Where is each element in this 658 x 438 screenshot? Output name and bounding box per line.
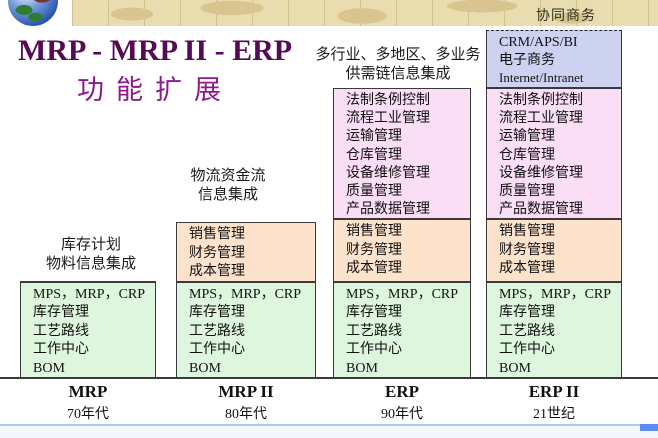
column-name-erp2: ERP II xyxy=(528,382,580,401)
box-line: 库存管理 xyxy=(499,305,555,321)
box-line: 设备维修管理 xyxy=(346,165,430,181)
box-line: 工艺路线 xyxy=(189,323,245,339)
box-line: 设备维修管理 xyxy=(499,165,583,181)
box-line: MPS，MRP，CRP xyxy=(346,287,459,302)
box-line: MPS，MRP，CRP xyxy=(33,287,146,302)
era-label-erp: 90年代 xyxy=(381,407,423,422)
box-green-mrp2: MPS，MRP，CRP 库存管理 工艺路线 工作中心 BOM xyxy=(176,282,316,378)
box-line: 工作中心 xyxy=(189,342,245,358)
box-pink-erp2: 法制条例控制 流程工业管理 运输管理 仓库管理 设备维修管理 质量管理 产品数据… xyxy=(486,88,622,219)
annotation-line: 信息集成 xyxy=(197,187,258,203)
box-line: 销售管理 xyxy=(189,227,245,242)
annotation-mrp: 库存计划 物料信息集成 xyxy=(20,236,162,274)
box-line: 工艺路线 xyxy=(346,323,402,339)
timeline-baseline xyxy=(0,377,658,379)
annotation-erp: 多行业、多地区、多业务 供需链信息集成 xyxy=(303,46,493,84)
box-line: BOM xyxy=(346,360,378,376)
box-line: 成本管理 xyxy=(499,261,555,277)
box-line: 流程工业管理 xyxy=(346,111,430,127)
bottom-bar-accent xyxy=(640,424,658,431)
annotation-mrp2: 物流资金流 信息集成 xyxy=(163,167,293,205)
box-line: 成本管理 xyxy=(346,261,402,277)
box-line: 销售管理 xyxy=(346,224,402,239)
box-line: 销售管理 xyxy=(499,224,555,239)
box-line: BOM xyxy=(33,360,65,376)
annotation-line: 物流资金流 xyxy=(190,168,266,184)
collab-commerce-label: 协同商务 xyxy=(536,9,596,24)
annotation-line: 物料信息集成 xyxy=(45,256,136,272)
box-line: 电子商务 xyxy=(499,52,555,68)
box-line: 工艺路线 xyxy=(499,323,555,339)
box-line: BOM xyxy=(499,360,531,376)
era-label-mrp: 70年代 xyxy=(67,407,109,422)
box-line: 财务管理 xyxy=(189,245,245,261)
box-line: 财务管理 xyxy=(346,242,402,258)
box-line: 工作中心 xyxy=(33,342,89,358)
page-subtitle: 功能扩展 xyxy=(77,75,233,105)
box-line: 仓库管理 xyxy=(499,147,555,163)
box-line: 运输管理 xyxy=(346,129,402,145)
header-map-band xyxy=(72,0,658,26)
column-name-erp: ERP xyxy=(385,382,419,401)
box-line: 工艺路线 xyxy=(33,323,89,339)
box-line: 财务管理 xyxy=(499,242,555,258)
box-pink-erp: 法制条例控制 流程工业管理 运输管理 仓库管理 设备维修管理 质量管理 产品数据… xyxy=(333,88,471,219)
box-orange-erp2: 销售管理 财务管理 成本管理 xyxy=(486,219,622,282)
box-line: 法制条例控制 xyxy=(499,93,583,108)
annotation-line: 供需链信息集成 xyxy=(345,66,451,82)
era-label-erp2: 21世纪 xyxy=(533,407,575,422)
box-line: Internet/Intranet xyxy=(499,70,584,86)
box-green-mrp: MPS，MRP，CRP 库存管理 工艺路线 工作中心 BOM xyxy=(20,281,156,378)
bottom-bar xyxy=(0,426,658,438)
box-line: 质量管理 xyxy=(499,184,555,200)
box-line: 成本管理 xyxy=(189,264,245,280)
bottom-divider-line xyxy=(0,424,658,426)
box-blue-erp2: CRM/APS/BI 电子商务 Internet/Intranet xyxy=(486,30,622,88)
globe-icon xyxy=(8,0,58,26)
column-name-mrp: MRP xyxy=(68,382,108,401)
column-name-mrp2: MRP II xyxy=(218,382,274,401)
box-line: 工作中心 xyxy=(346,342,402,358)
box-line: 库存管理 xyxy=(189,305,245,321)
box-line: 产品数据管理 xyxy=(499,202,583,218)
annotation-line: 多行业、多地区、多业务 xyxy=(315,47,481,63)
box-line: MPS，MRP，CRP xyxy=(499,287,612,302)
box-line: 流程工业管理 xyxy=(499,111,583,127)
box-line: 工作中心 xyxy=(499,342,555,358)
box-line: 法制条例控制 xyxy=(346,93,430,108)
era-label-mrp2: 80年代 xyxy=(225,407,267,422)
page-title: MRP - MRP II - ERP xyxy=(18,34,293,67)
box-line: 产品数据管理 xyxy=(346,202,430,218)
box-line: 运输管理 xyxy=(499,129,555,145)
box-line: 仓库管理 xyxy=(346,147,402,163)
box-line: 质量管理 xyxy=(346,184,402,200)
box-line: BOM xyxy=(189,360,221,376)
box-green-erp2: MPS，MRP，CRP 库存管理 工艺路线 工作中心 BOM xyxy=(486,282,622,378)
box-line: MPS，MRP，CRP xyxy=(189,287,302,302)
box-line: 库存管理 xyxy=(346,305,402,321)
box-line: 库存管理 xyxy=(33,305,89,321)
box-green-erp: MPS，MRP，CRP 库存管理 工艺路线 工作中心 BOM xyxy=(333,282,471,378)
box-orange-mrp2: 销售管理 财务管理 成本管理 xyxy=(176,222,316,282)
box-line: CRM/APS/BI xyxy=(499,35,578,50)
annotation-line: 库存计划 xyxy=(60,237,121,253)
box-orange-erp: 销售管理 财务管理 成本管理 xyxy=(333,219,471,282)
